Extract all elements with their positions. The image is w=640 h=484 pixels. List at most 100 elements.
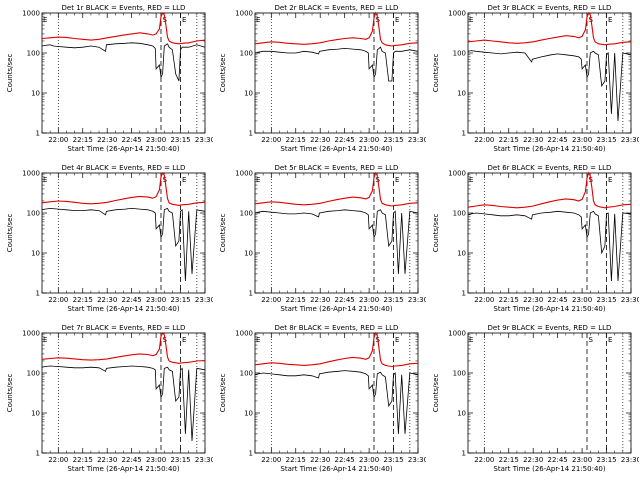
y-tick-label: 1 (249, 130, 253, 138)
chart-title: Det 1r BLACK = Events, RED = LLD (62, 4, 186, 12)
x-tick-label: 22:15 (73, 456, 93, 464)
y-tick-label: 1000 (22, 10, 40, 18)
chart-title: Det 9r BLACK = Events, RED = LLD (488, 324, 612, 332)
x-tick-label: 23:15 (383, 136, 403, 144)
chart-title: Det 4r BLACK = Events, RED = LLD (62, 164, 186, 172)
y-tick-label: 1 (36, 450, 40, 458)
y-axis-label: Counts/sec (219, 374, 227, 413)
e-marker-label: E (395, 16, 399, 24)
x-tick-label: 23:00 (572, 456, 592, 464)
x-tick-label: 22:30 (523, 296, 543, 304)
chart-svg: Det 3r BLACK = Events, RED = LLD 1 10 100 10… (432, 4, 640, 153)
y-tick-label: 1000 (448, 170, 466, 178)
x-tick-label: 22:45 (548, 296, 568, 304)
y-tick-label: 10 (244, 250, 253, 258)
y-tick-label: 10 (457, 410, 466, 418)
e-marker-label: E (469, 16, 473, 24)
chart-svg: Det 1r BLACK = Events, RED = LLD 1 10 100 10… (6, 4, 215, 153)
y-tick-label: 1 (249, 450, 253, 458)
e-marker-label: E (469, 176, 473, 184)
x-axis-label: Start Time (26-Apr-14 21:50:40) (493, 465, 605, 473)
y-tick-label: 10 (31, 90, 40, 98)
x-tick-label: 22:00 (474, 296, 494, 304)
y-axis-label: Counts/sec (6, 214, 14, 253)
y-tick-label: 10 (457, 250, 466, 258)
x-tick-label: 23:00 (572, 296, 592, 304)
y-tick-label: 1000 (448, 10, 466, 18)
x-tick-label: 22:45 (335, 136, 355, 144)
e-marker-label: E (182, 176, 186, 184)
x-tick-label: 22:30 (97, 136, 117, 144)
x-tick-label: 22:00 (261, 296, 281, 304)
chart-panel-3: Det 3r BLACK = Events, RED = LLD 1 10 100 10… (426, 0, 640, 160)
chart-panel-2: Det 2r BLACK = Events, RED = LLD 1 10 100 10… (213, 0, 428, 160)
y-axis-label: Counts/sec (6, 54, 14, 93)
y-tick-label: 1000 (235, 330, 253, 338)
lld-series-line (41, 332, 206, 364)
x-tick-label: 23:15 (383, 296, 403, 304)
chart-svg: Det 7r BLACK = Events, RED = LLD 1 10 100 10… (6, 324, 215, 473)
y-axis-label: Counts/sec (432, 214, 440, 253)
y-tick-label: 1000 (448, 330, 466, 338)
e-marker-label: E (182, 16, 186, 24)
y-tick-label: 1000 (22, 170, 40, 178)
x-tick-label: 23:15 (596, 296, 616, 304)
x-tick-label: 22:30 (310, 136, 330, 144)
x-tick-label: 22:30 (310, 456, 330, 464)
x-tick-label: 22:15 (73, 296, 93, 304)
y-tick-label: 10 (457, 90, 466, 98)
y-tick-label: 1 (462, 130, 466, 138)
x-tick-label: 22:45 (335, 296, 355, 304)
chart-title: Det 5r BLACK = Events, RED = LLD (275, 164, 399, 172)
events-series-line (467, 210, 632, 282)
x-tick-label: 23:00 (146, 296, 166, 304)
chart-svg: Det 2r BLACK = Events, RED = LLD 1 10 100 10… (219, 4, 428, 153)
x-tick-label: 22:00 (48, 296, 68, 304)
y-axis-label: Counts/sec (432, 374, 440, 413)
events-series-line (41, 365, 206, 442)
x-tick-label: 22:00 (474, 456, 494, 464)
x-tick-label: 22:00 (261, 456, 281, 464)
e-marker-label: E (608, 336, 612, 344)
y-tick-label: 100 (240, 210, 253, 218)
y-tick-label: 100 (240, 370, 253, 378)
y-tick-label: 100 (453, 370, 466, 378)
x-tick-label: 22:45 (122, 296, 142, 304)
x-tick-label: 22:00 (474, 136, 494, 144)
x-axis-label: Start Time (26-Apr-14 21:50:40) (493, 305, 605, 313)
chart-panel-4: Det 4r BLACK = Events, RED = LLD 1 10 100 10… (0, 160, 215, 320)
y-axis-label: Counts/sec (6, 374, 14, 413)
e-marker-label: E (43, 336, 47, 344)
lld-series-line (41, 171, 206, 206)
chart-title: Det 8r BLACK = Events, RED = LLD (275, 324, 399, 332)
x-tick-label: 23:00 (359, 296, 379, 304)
chart-panel-5: Det 5r BLACK = Events, RED = LLD 1 10 100 10… (213, 160, 428, 320)
e-marker-label: E (182, 336, 186, 344)
y-tick-label: 10 (244, 90, 253, 98)
x-tick-label: 22:00 (48, 136, 68, 144)
events-series-line (41, 42, 206, 82)
x-tick-label: 22:00 (261, 136, 281, 144)
events-series-line (254, 370, 419, 434)
x-tick-label: 22:45 (335, 456, 355, 464)
y-tick-label: 10 (31, 250, 40, 258)
e-marker-label: E (608, 16, 612, 24)
chart-svg: Det 4r BLACK = Events, RED = LLD 1 10 100 10… (6, 164, 215, 313)
x-tick-label: 22:45 (548, 136, 568, 144)
s-marker-label: S (588, 336, 593, 344)
y-axis-label: Counts/sec (219, 214, 227, 253)
x-tick-label: 23:30 (195, 456, 213, 464)
y-tick-label: 1 (249, 290, 253, 298)
lld-series-line (41, 12, 206, 45)
x-tick-label: 22:15 (499, 136, 519, 144)
x-axis-label: Start Time (26-Apr-14 21:50:40) (493, 145, 605, 153)
lld-series-line (254, 171, 419, 207)
events-series-line (254, 209, 419, 274)
y-tick-label: 10 (31, 410, 40, 418)
e-marker-label: E (395, 336, 399, 344)
y-tick-label: 100 (240, 50, 253, 58)
x-tick-label: 22:15 (73, 136, 93, 144)
x-tick-label: 23:15 (170, 296, 190, 304)
chart-panel-8: Det 8r BLACK = Events, RED = LLD 1 10 100 10… (213, 320, 428, 480)
